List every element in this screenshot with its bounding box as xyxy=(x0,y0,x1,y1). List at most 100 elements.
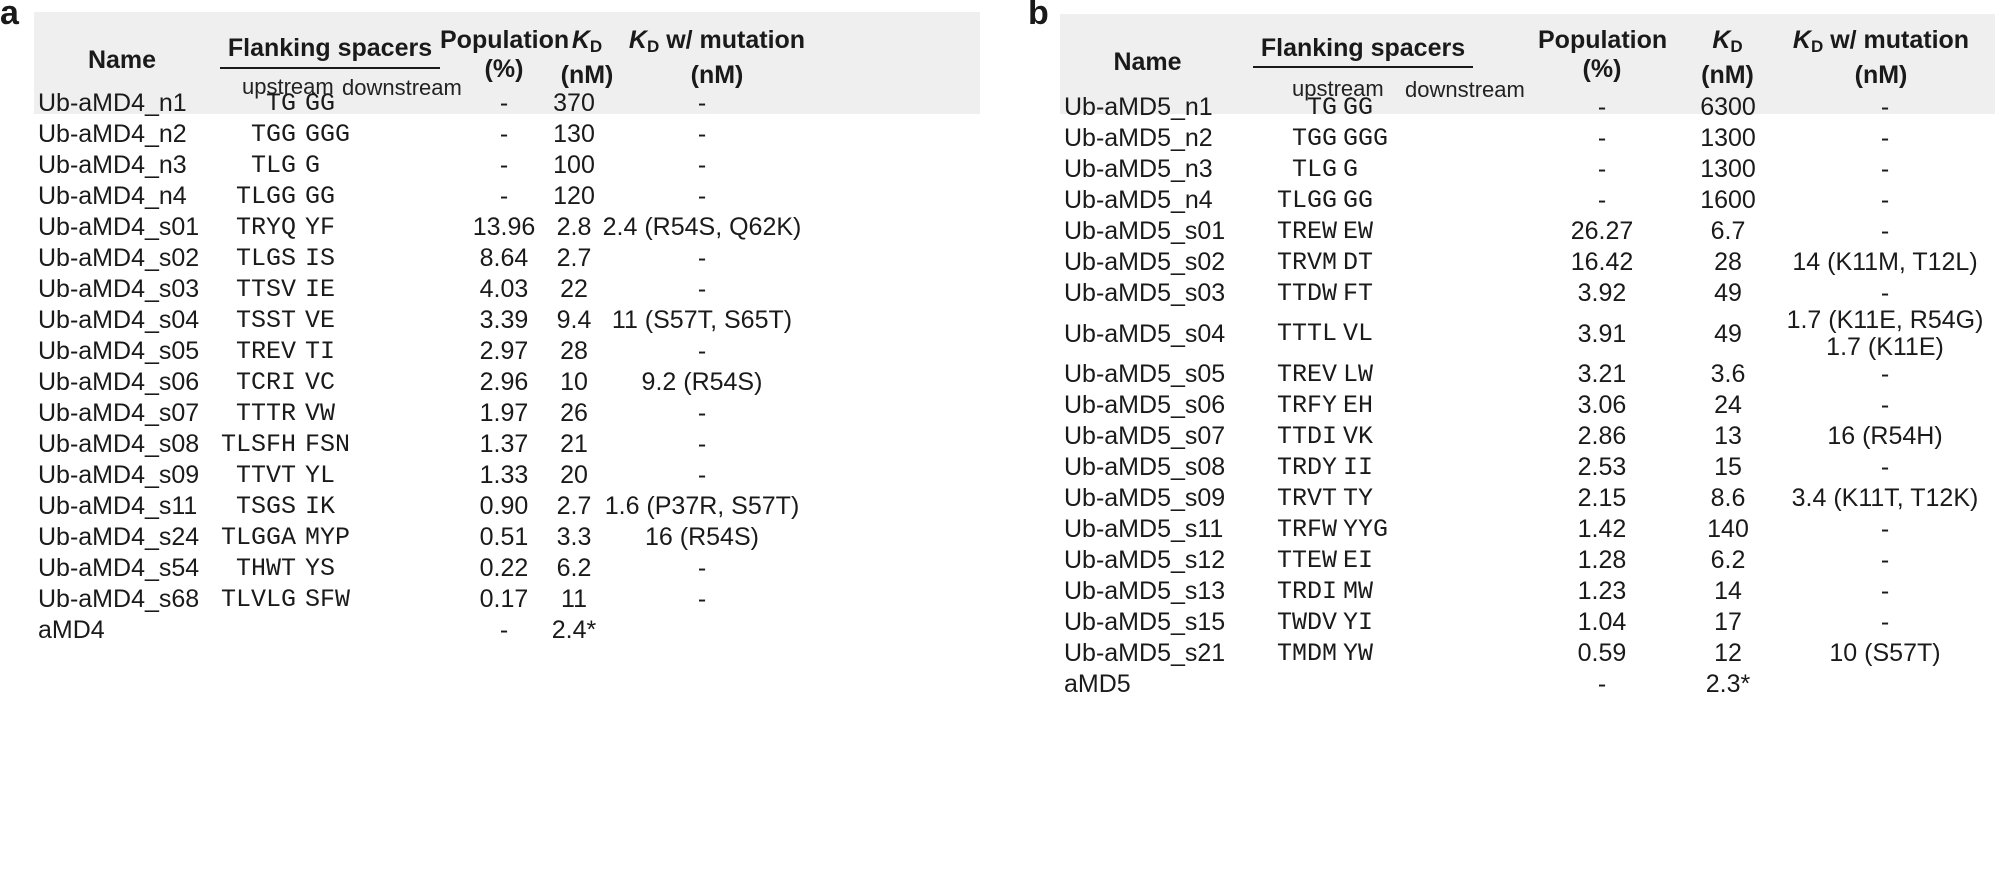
cell-kd-mutation: - xyxy=(1880,93,1890,121)
cell-downstream: GGG xyxy=(1343,124,1389,153)
header-population-line2: (%) xyxy=(484,55,524,83)
cell-kd-mutation: - xyxy=(1880,360,1890,388)
cell-name: Ub-aMD5_s05 xyxy=(1064,360,1226,388)
cell-upstream xyxy=(184,615,296,646)
header-mut-sub: D xyxy=(1810,37,1824,56)
table-row: Ub-aMD4_s24 TLGGA MYP 0.51 3.3 16 (R54S) xyxy=(34,522,980,553)
cell-population: 1.97 xyxy=(479,399,529,427)
cell-population: 0.51 xyxy=(479,523,529,551)
cell-kd-mutation: - xyxy=(697,89,707,117)
cell-name: Ub-aMD4_n4 xyxy=(38,182,187,210)
cell-population: - xyxy=(499,182,509,210)
table-row: Ub-aMD5_s07 TTDI VK 2.86 13 16 (R54H) xyxy=(1060,421,1995,452)
cell-name: Ub-aMD5_s11 xyxy=(1064,515,1224,543)
table-row: Ub-aMD4_s07 TTTR VW 1.97 26 - xyxy=(34,398,980,429)
cell-population: 3.21 xyxy=(1577,360,1627,388)
cell-downstream: VW xyxy=(305,399,336,428)
cell-name: Ub-aMD4_s08 xyxy=(38,430,200,458)
cell-downstream xyxy=(1343,669,1453,700)
cell-kd: 100 xyxy=(553,151,595,179)
cell-downstream: GGG xyxy=(305,120,351,149)
cell-kd-mutation: 16 (R54S) xyxy=(645,523,759,551)
cell-name: Ub-aMD5_s15 xyxy=(1064,608,1226,636)
table-row: Ub-aMD5_s03 TTDW FT 3.92 49 - xyxy=(1060,278,1995,309)
cell-kd-mutation: - xyxy=(697,182,707,210)
cell-kd-mutation: 1.6 (P37R, S57T) xyxy=(604,492,800,520)
header-kd-mutation: KD w/ mutation (nM) xyxy=(622,26,812,90)
cell-kd: 14 xyxy=(1714,577,1742,605)
cell-upstream: TLG xyxy=(250,151,296,180)
cell-name: Ub-aMD4_s06 xyxy=(38,368,200,396)
cell-kd-mutation: - xyxy=(1880,391,1890,419)
cell-downstream: IE xyxy=(305,275,336,304)
cell-kd-mutation: - xyxy=(1880,515,1890,543)
cell-population: - xyxy=(499,151,509,179)
cell-name: Ub-aMD5_s07 xyxy=(1064,422,1226,450)
header-mut-unit: (nM) xyxy=(1854,61,1908,89)
table-row: Ub-aMD5_s09 TRVT TY 2.15 8.6 3.4 (K11T, T12K) xyxy=(1060,483,1995,514)
cell-kd-mutation: - xyxy=(1880,186,1890,214)
cell-population: - xyxy=(1597,155,1607,183)
cell-name: aMD5 xyxy=(1064,670,1131,698)
cell-kd-mutation xyxy=(581,615,823,646)
cell-downstream: TY xyxy=(1343,484,1374,513)
cell-kd: 6.2 xyxy=(556,554,592,582)
table-row: Ub-aMD4_s68 TLVLG SFW 0.17 11 - xyxy=(34,584,980,615)
header-flanking-spacers: Flanking spacers xyxy=(227,34,433,62)
cell-kd-mutation: 3.4 (K11T, T12K) xyxy=(1791,484,1979,512)
cell-population: 0.22 xyxy=(479,554,529,582)
cell-population: 2.86 xyxy=(1577,422,1627,450)
cell-kd: 21 xyxy=(560,430,588,458)
cell-population: 0.90 xyxy=(479,492,529,520)
table-row: Ub-aMD5_s02 TRVM DT 16.42 28 14 (K11M, T12L) xyxy=(1060,247,1995,278)
header-kd-sub: D xyxy=(1730,37,1743,56)
cell-kd-mutation: - xyxy=(1880,546,1890,574)
cell-kd-mutation: - xyxy=(1880,577,1890,605)
cell-kd-mutation: - xyxy=(1880,279,1890,307)
cell-name: Ub-aMD4_s04 xyxy=(38,306,200,334)
cell-downstream: GG xyxy=(305,182,336,211)
cell-kd-mutation: 14 (K11M, T12L) xyxy=(1792,248,1978,276)
cell-upstream: TRDY xyxy=(1276,453,1337,482)
cell-name: Ub-aMD5_s01 xyxy=(1064,217,1226,245)
cell-kd: 130 xyxy=(553,120,595,148)
cell-upstream: TRFW xyxy=(1276,515,1337,544)
cell-name: Ub-aMD5_s03 xyxy=(1064,279,1226,307)
cell-kd-mutation: 9.2 (R54S) xyxy=(641,368,763,396)
cell-kd: 49 xyxy=(1714,320,1742,348)
header-kd: KD (nM) xyxy=(558,26,616,90)
cell-upstream: TRVT xyxy=(1276,484,1337,513)
cell-kd-mutation: 1.7 (K11E, R54G) 1.7 (K11E) xyxy=(1765,307,1995,361)
cell-name: Ub-aMD5_s08 xyxy=(1064,453,1226,481)
table-row: Ub-aMD4_s09 TTVT YL 1.33 20 - xyxy=(34,460,980,491)
header-population-line2: (%) xyxy=(1582,55,1622,83)
cell-population: - xyxy=(499,120,509,148)
cell-population: 2.53 xyxy=(1577,453,1627,481)
table-row: Ub-aMD4_n3 TLG G - 100 - xyxy=(34,150,980,181)
cell-downstream: EW xyxy=(1343,217,1374,246)
cell-kd-mutation: - xyxy=(1880,217,1890,245)
cell-kd: 11 xyxy=(561,585,587,613)
table-row: Ub-aMD4_s06 TCRI VC 2.96 10 9.2 (R54S) xyxy=(34,367,980,398)
header-flanking-spacers: Flanking spacers xyxy=(1260,34,1466,62)
table-row: Ub-aMD4_s08 TLSFH FSN 1.37 21 - xyxy=(34,429,980,460)
cell-upstream: TLGG xyxy=(1276,186,1337,215)
table-row: Ub-aMD5_n1 TG GG - 6300 - xyxy=(1060,92,1995,123)
cell-population: 3.06 xyxy=(1577,391,1627,419)
cell-kd-mutation: - xyxy=(1880,155,1890,183)
cell-downstream: VK xyxy=(1343,422,1374,451)
cell-kd-mutation xyxy=(1765,669,1995,700)
cell-upstream: THWT xyxy=(235,554,296,583)
cell-downstream: LW xyxy=(1343,360,1374,389)
cell-upstream: TTTR xyxy=(235,399,296,428)
header-name: Name xyxy=(1113,48,1182,76)
cell-kd-mutation: - xyxy=(697,151,707,179)
cell-downstream: DT xyxy=(1343,248,1374,277)
cell-kd: 28 xyxy=(1714,248,1742,276)
header-band xyxy=(34,12,980,114)
cell-population: 1.28 xyxy=(1577,546,1627,574)
cell-upstream: TGG xyxy=(250,120,296,149)
cell-name: Ub-aMD4_s02 xyxy=(38,244,200,272)
cell-population: 0.59 xyxy=(1577,639,1627,667)
cell-upstream: TTDW xyxy=(1276,279,1337,308)
